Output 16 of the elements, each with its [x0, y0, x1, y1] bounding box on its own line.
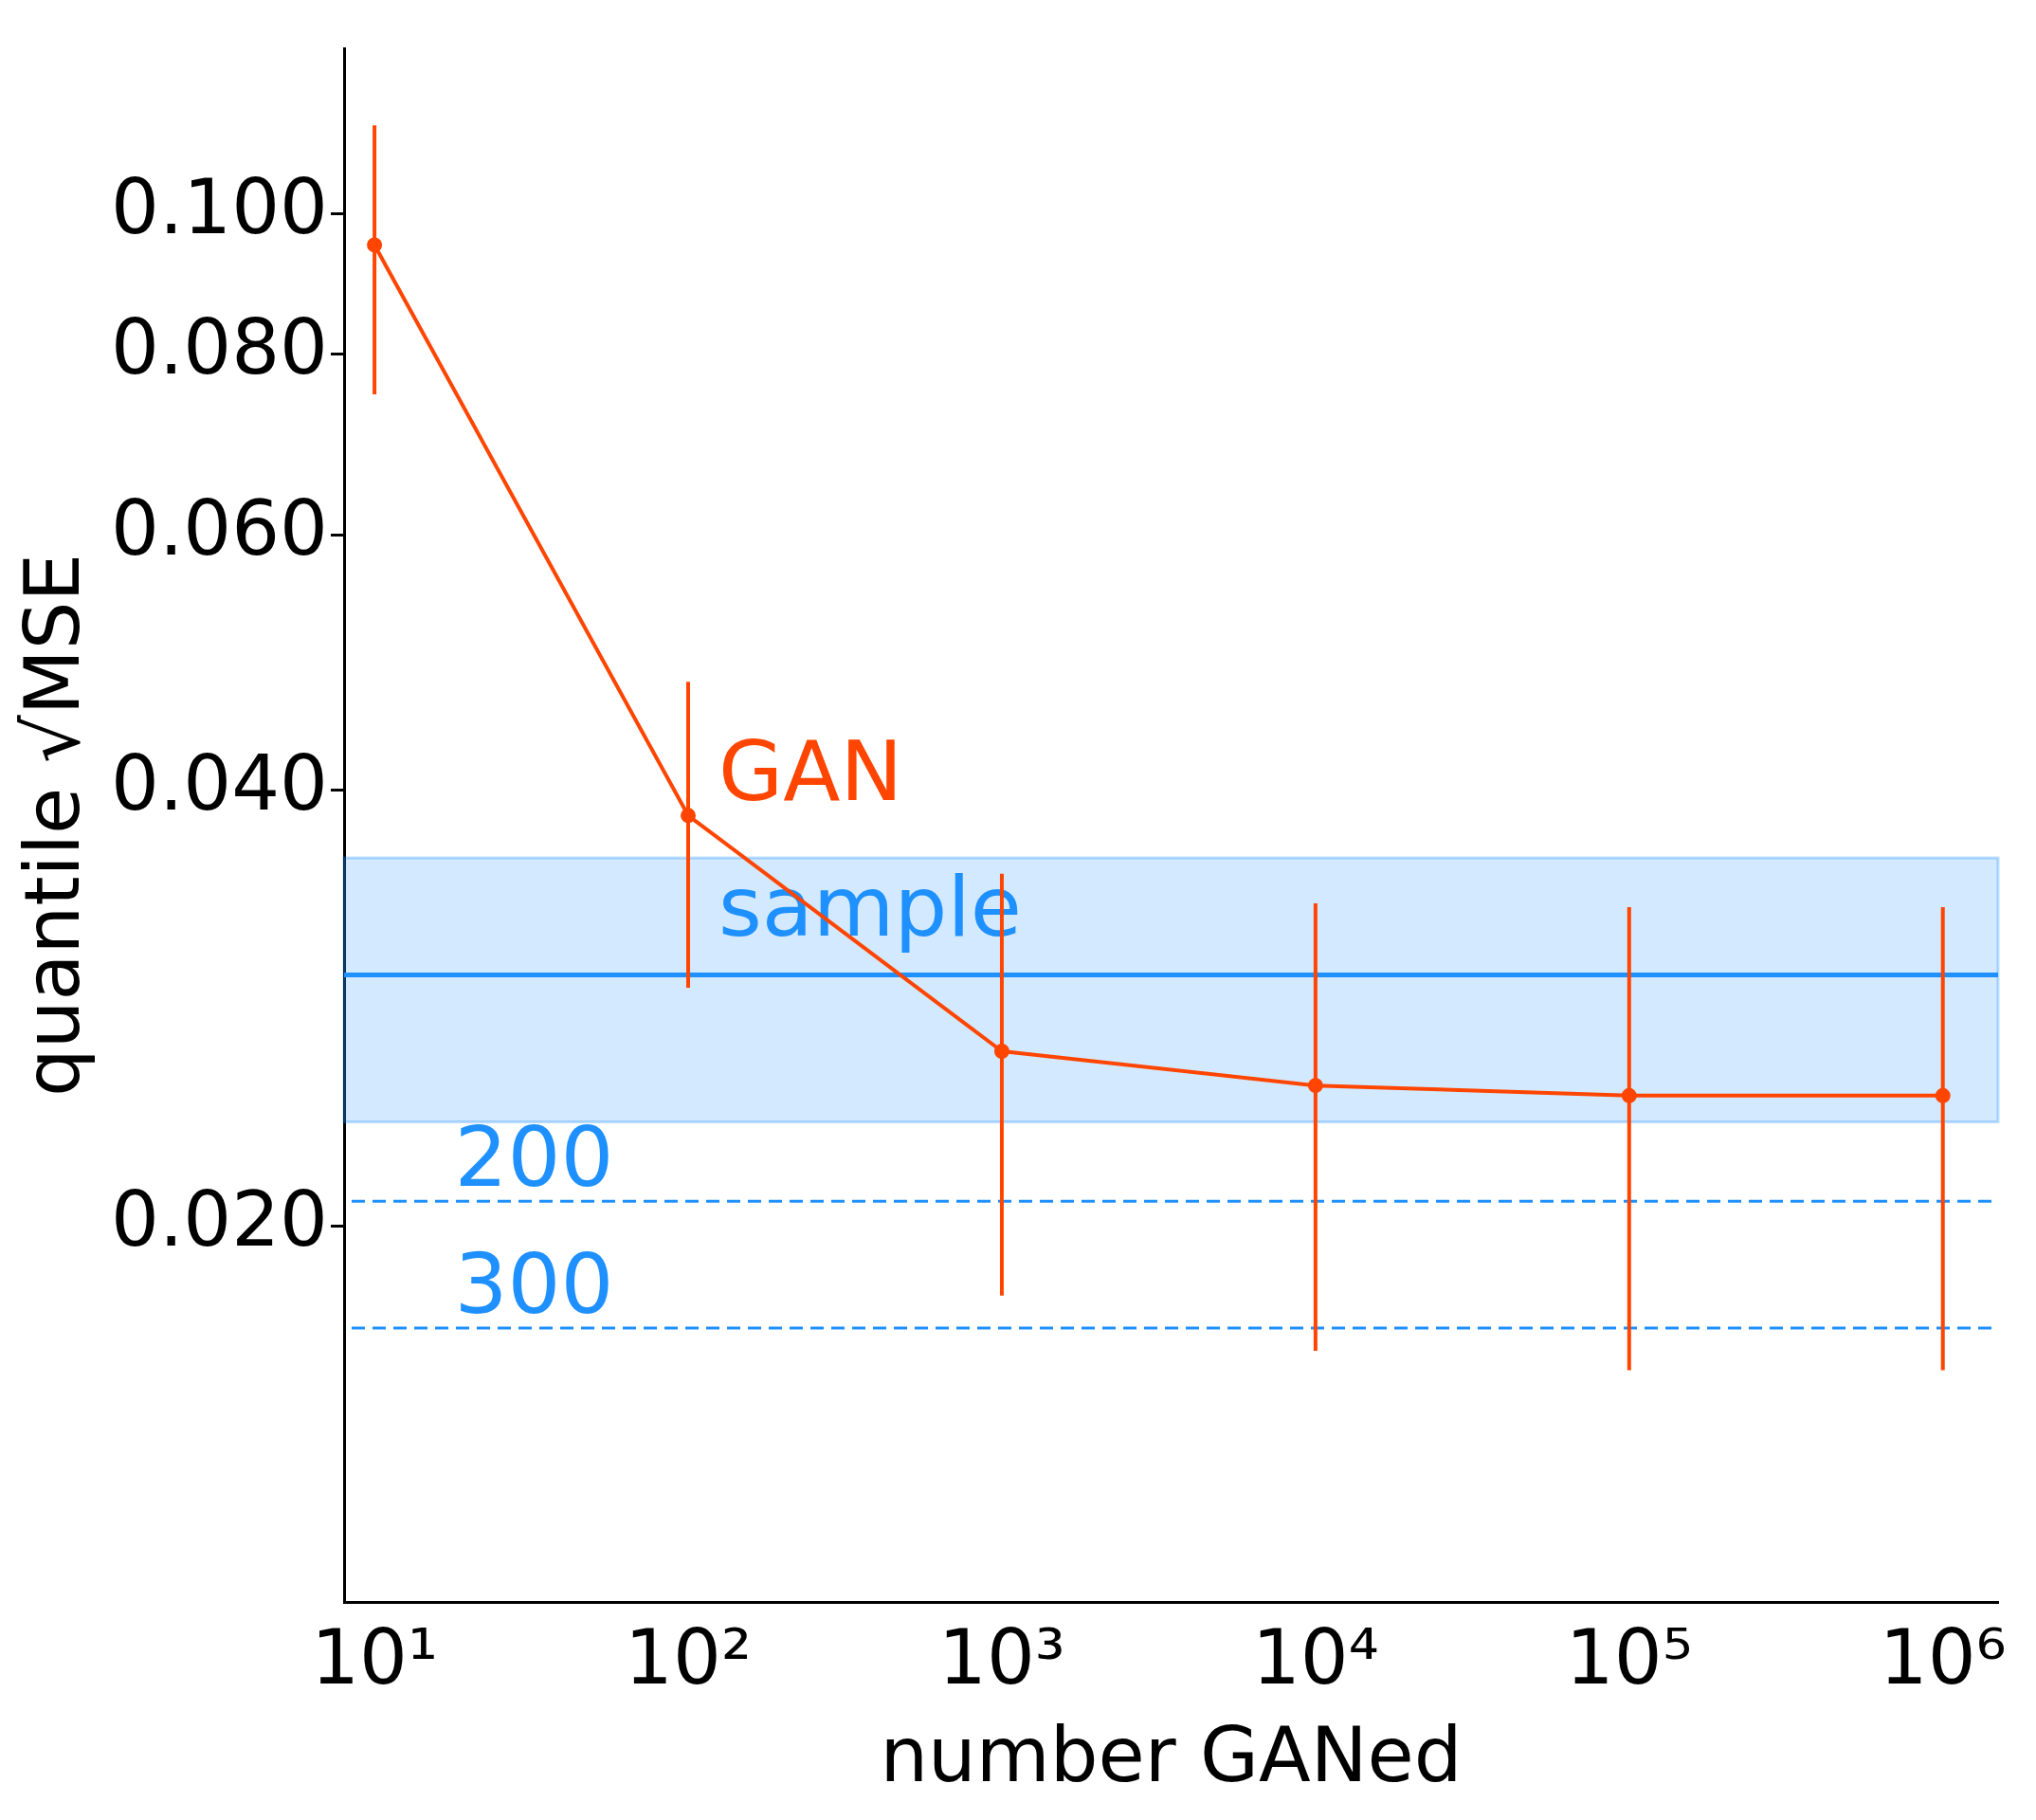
x-tick-label: 10⁶	[1879, 1612, 2007, 1702]
x-axis-title: number GANed	[880, 1710, 1463, 1799]
y-tick-label: 0.060	[110, 483, 329, 573]
y-tick-label: 0.020	[110, 1175, 329, 1265]
annotation: 200	[454, 1108, 614, 1207]
x-tick-label: 10³	[938, 1612, 1065, 1702]
x-tick-label: 10⁵	[1565, 1612, 1693, 1702]
y-tick-label: 0.080	[110, 302, 329, 391]
x-tick-label: 10¹	[311, 1612, 439, 1702]
y-tick-label: 0.100	[110, 162, 329, 251]
series-label: GAN	[718, 722, 903, 821]
x-tick-label: 10⁴	[1251, 1612, 1379, 1702]
annotation: 300	[454, 1235, 614, 1334]
y-tick-label: 0.040	[110, 739, 329, 828]
y-axis-title: quantile √MSE	[8, 553, 97, 1098]
x-tick-label: 10²	[625, 1612, 752, 1702]
